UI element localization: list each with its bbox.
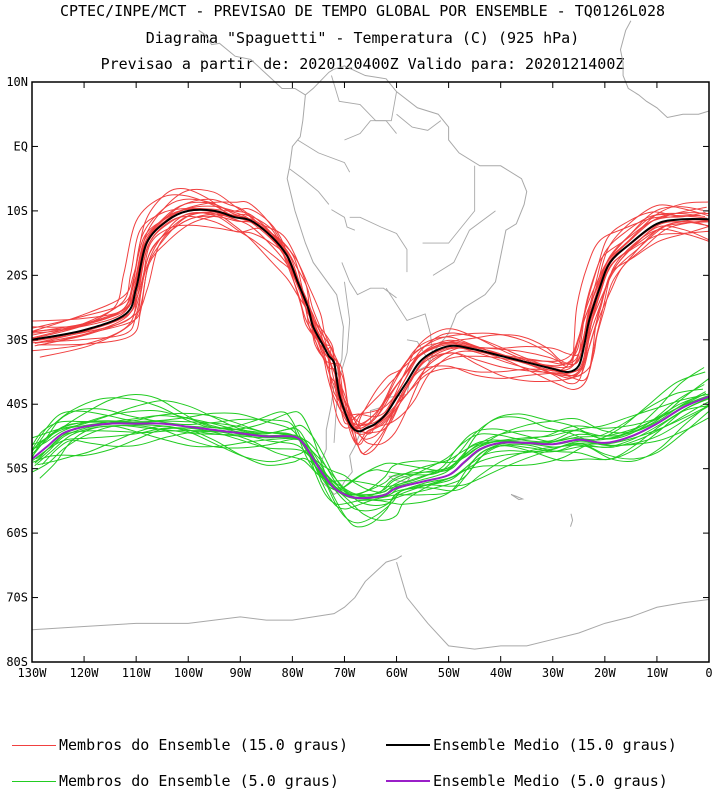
legend-label-mean-15: Ensemble Medio (15.0 graus) [433,736,677,754]
coastline-antarctic-peninsula [31,555,403,631]
ensemble-member-5-line [32,398,710,510]
country-border [297,139,351,173]
ensemble-member-5-line [32,405,710,512]
country-border [331,209,356,231]
ensemble-member-15-line [31,198,704,425]
coastline-south-sandwich [569,513,574,527]
country-border [344,120,397,141]
x-tick-label: 130W [18,666,48,680]
country-border [422,165,476,244]
x-tick-label: 0 [705,666,712,680]
ensemble-member-15-line [37,211,710,455]
y-tick-label: 30S [6,333,28,347]
coastline-central-america [198,30,306,96]
legend-mean-15: Ensemble Medio (15.0 graus) [386,734,677,756]
x-tick-label: 60W [386,666,408,680]
country-border [385,287,434,360]
y-axis: 10N EQ 10S 20S 30S 40S 50S 60S 70S 80S [6,75,709,669]
ensemble-member-5-line [37,403,710,524]
x-tick-label: 70W [334,666,356,680]
coastline-antarctica-weddell [396,561,710,650]
x-tick-label: 10W [646,666,668,680]
coastline-africa-west [619,20,710,118]
ensemble-member-5-line [31,393,709,493]
ensemble-mean-5-line [31,395,710,500]
ensemble-member-5-line [32,410,710,528]
legend-swatch-mean-5 [386,780,430,782]
y-tick-label: 20S [6,268,28,282]
ensemble-member-15-line [31,200,709,418]
x-tick-label: 100W [174,666,204,680]
country-border [289,168,330,205]
y-tick-label: 70S [6,591,28,605]
x-tick-label: 50W [438,666,460,680]
legend-members-5: Membros do Ensemble (5.0 graus) [12,770,339,792]
y-tick-label: 50S [6,462,28,476]
x-tick-label: 20W [594,666,616,680]
x-tick-label: 90W [229,666,251,680]
y-tick-label: 60S [6,526,28,540]
x-tick-label: 110W [122,666,152,680]
legend-swatch-members-5 [12,780,56,782]
coastline-south-georgia [510,493,525,501]
legend-swatch-members-15 [12,744,56,746]
legend-mean-5: Ensemble Medio (5.0 graus) [386,770,668,792]
x-tick-label: 80W [282,666,304,680]
legend-members-15: Membros do Ensemble (15.0 graus) [12,734,348,756]
ensemble-member-5-line [31,395,709,497]
ensemble-member-15-line [36,209,710,432]
coastline-layer [31,20,710,650]
country-border [396,113,442,131]
country-border [432,210,496,276]
chart-title-line-2: Diagrama "Spaguetti" - Temperatura (C) (… [145,29,580,47]
ensemble-mean-15-line [31,208,710,433]
y-tick-label: EQ [14,139,28,153]
ensemble-member-5-line [41,417,710,521]
ensemble-member-5-line [39,405,710,506]
ensemble-member-5-line [31,378,710,496]
ensemble-member-15-line [32,211,710,440]
x-tick-label: 40W [490,666,512,680]
x-axis: 130W 120W 110W 100W 90W 80W 70W 60W 50W 40W 30W 20W… [18,82,713,680]
y-tick-label: 10N [6,75,28,89]
legend-label-mean-5: Ensemble Medio (5.0 graus) [433,772,668,790]
chart-title-line-1: CPTEC/INPE/MCT - PREVISAO DE TEMPO GLOBA… [59,2,666,20]
y-tick-label: 40S [6,397,28,411]
legend-label-members-15: Membros do Ensemble (15.0 graus) [59,736,348,754]
country-border [333,281,351,443]
ensemble-mean-layer [31,208,710,500]
y-tick-label: 80S [6,655,28,669]
legend-label-members-5: Membros do Ensemble (5.0 graus) [59,772,339,790]
ensemble-member-15-line [31,194,706,429]
ensemble-member-5-line [31,392,707,497]
ensemble-member-5-line [31,367,705,492]
y-tick-label: 10S [6,204,28,218]
ensemble-member-15-line [32,212,710,456]
country-border [349,216,408,273]
coastline-south-america [286,65,528,496]
plot-frame [31,81,710,663]
ensemble-member-5-line [31,371,706,489]
x-tick-label: 30W [542,666,564,680]
country-border [341,262,397,299]
legend-swatch-mean-15 [386,744,430,746]
country-border [331,75,397,122]
ensemble-member-15-line [34,215,710,435]
chart-title-line-3: Previsao a partir de: 2020120400Z Valido… [100,55,625,73]
x-tick-label: 120W [70,666,100,680]
